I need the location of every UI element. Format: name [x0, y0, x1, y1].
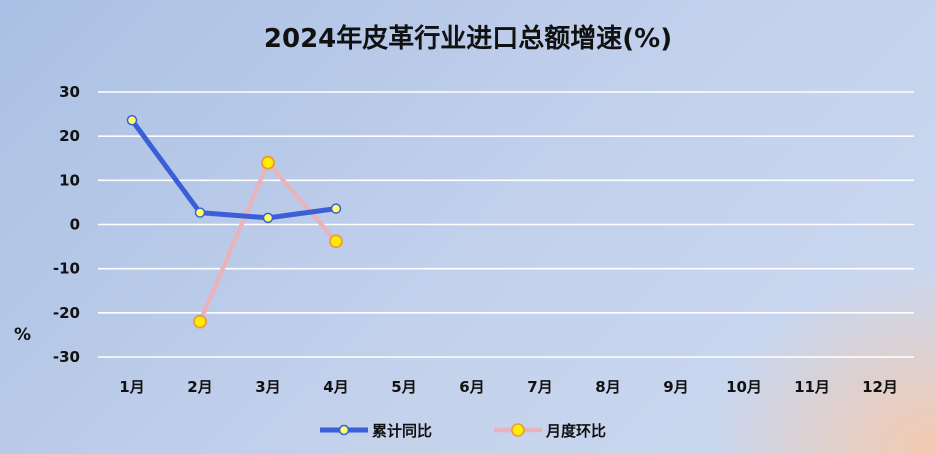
- y-tick-label: -30: [53, 348, 80, 366]
- y-tick-label: 30: [59, 83, 80, 101]
- series-layer: [126, 115, 343, 329]
- series-cumulative-yoy: [126, 115, 342, 224]
- x-tick-label: 8月: [595, 378, 620, 396]
- series-line: [197, 160, 339, 324]
- legend-label: 月度环比: [545, 422, 606, 440]
- legend: 累计同比 月度环比: [320, 422, 606, 440]
- y-axis-label: %: [14, 325, 31, 345]
- data-point: [262, 212, 274, 224]
- legend-item: 月度环比: [494, 422, 606, 440]
- data-point: [261, 155, 275, 170]
- grid-layer: [98, 91, 914, 358]
- x-tick-label: 7月: [527, 378, 552, 396]
- x-tick-label: 4月: [323, 378, 348, 396]
- legend-marker: [511, 423, 525, 437]
- data-point: [194, 207, 206, 218]
- series-line: [129, 117, 339, 221]
- chart-title: 2024年皮革行业进口总额增速(%): [263, 24, 673, 54]
- x-tick-label: 3月: [255, 378, 280, 396]
- y-axis-ticks: 30 20 10 0 -10 -20 -30: [53, 83, 80, 366]
- x-axis-ticks: 1月 2月 3月 4月 5月 6月 7月 8月 9月 10月 11月 12月: [119, 378, 898, 396]
- x-tick-label: 10月: [726, 378, 762, 396]
- legend-label: 累计同比: [372, 422, 432, 440]
- x-tick-label: 5月: [391, 378, 416, 396]
- x-tick-label: 6月: [459, 378, 484, 396]
- y-tick-label: -10: [53, 260, 80, 278]
- x-tick-label: 12月: [862, 378, 898, 396]
- x-tick-label: 1月: [119, 378, 144, 396]
- legend-marker: [338, 424, 350, 436]
- y-tick-label: 10: [59, 171, 80, 189]
- x-tick-label: 9月: [663, 378, 688, 396]
- legend-item: 累计同比: [320, 422, 432, 440]
- data-point: [330, 203, 342, 214]
- y-tick-label: -20: [53, 304, 80, 322]
- x-tick-label: 2月: [187, 378, 212, 396]
- data-point: [193, 314, 207, 329]
- data-point: [329, 234, 343, 249]
- x-tick-label: 11月: [794, 378, 830, 396]
- series-monthly-mom: [193, 155, 343, 329]
- y-tick-label: 20: [59, 127, 80, 145]
- data-point: [126, 115, 138, 126]
- y-tick-label: 0: [70, 216, 80, 234]
